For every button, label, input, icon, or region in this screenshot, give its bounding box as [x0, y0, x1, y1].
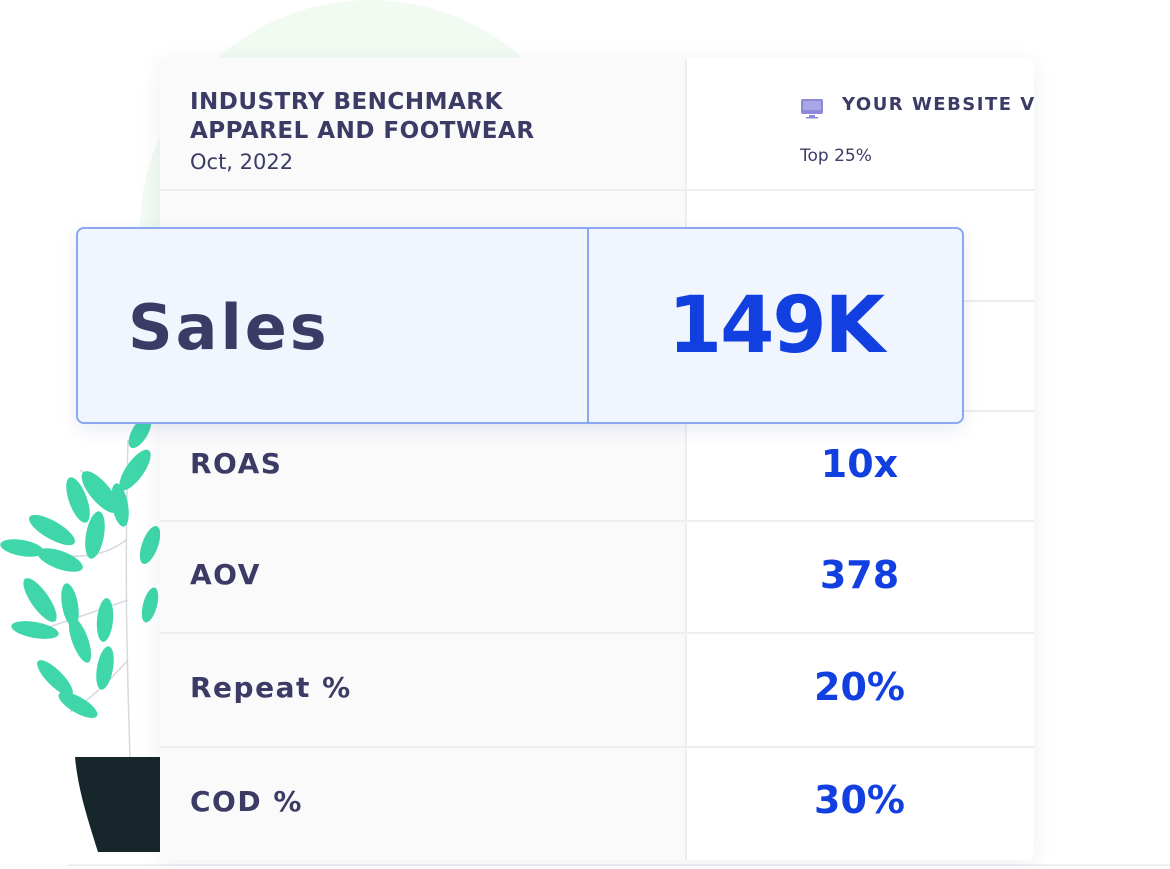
- metric-value-repeat: 20%: [814, 665, 905, 709]
- benchmark-title-line1: INDUSTRY BENCHMARK: [190, 89, 503, 115]
- comparison-column: [685, 58, 1034, 860]
- benchmark-header: INDUSTRY BENCHMARK APPAREL AND FOOTWEAR …: [190, 88, 670, 174]
- row-divider: [160, 520, 1034, 522]
- metric-label-repeat: Repeat %: [190, 671, 352, 704]
- percentile-label: Top 25%: [800, 146, 872, 166]
- comparison-label: YOUR WEBSITE VS: [842, 94, 1034, 115]
- ground-line: [68, 864, 1170, 866]
- comparison-header: YOUR WEBSITE VS Top 25%: [800, 92, 1034, 166]
- metric-value-cod: 30%: [814, 778, 905, 822]
- monitor-icon: [801, 99, 823, 119]
- highlighted-metric-row: Sales 149K: [76, 227, 964, 424]
- metric-label-roas: ROAS: [190, 447, 283, 480]
- metric-value-roas: 10x: [820, 442, 899, 486]
- metric-label-cod: COD %: [190, 785, 303, 818]
- metric-value-aov: 378: [819, 553, 900, 597]
- row-divider: [160, 746, 1034, 748]
- metric-label-aov: AOV: [190, 558, 261, 591]
- row-divider: [160, 632, 1034, 634]
- highlight-divider: [587, 229, 589, 422]
- benchmark-date: Oct, 2022: [190, 150, 294, 174]
- row-divider: [160, 189, 1034, 191]
- highlight-metric-label: Sales: [128, 291, 330, 364]
- highlight-metric-value: 149K: [667, 281, 885, 371]
- plant-illustration: [0, 415, 161, 852]
- benchmark-card: INDUSTRY BENCHMARK APPAREL AND FOOTWEAR …: [160, 58, 1034, 860]
- benchmark-title-line2: APPAREL AND FOOTWEAR: [190, 118, 535, 144]
